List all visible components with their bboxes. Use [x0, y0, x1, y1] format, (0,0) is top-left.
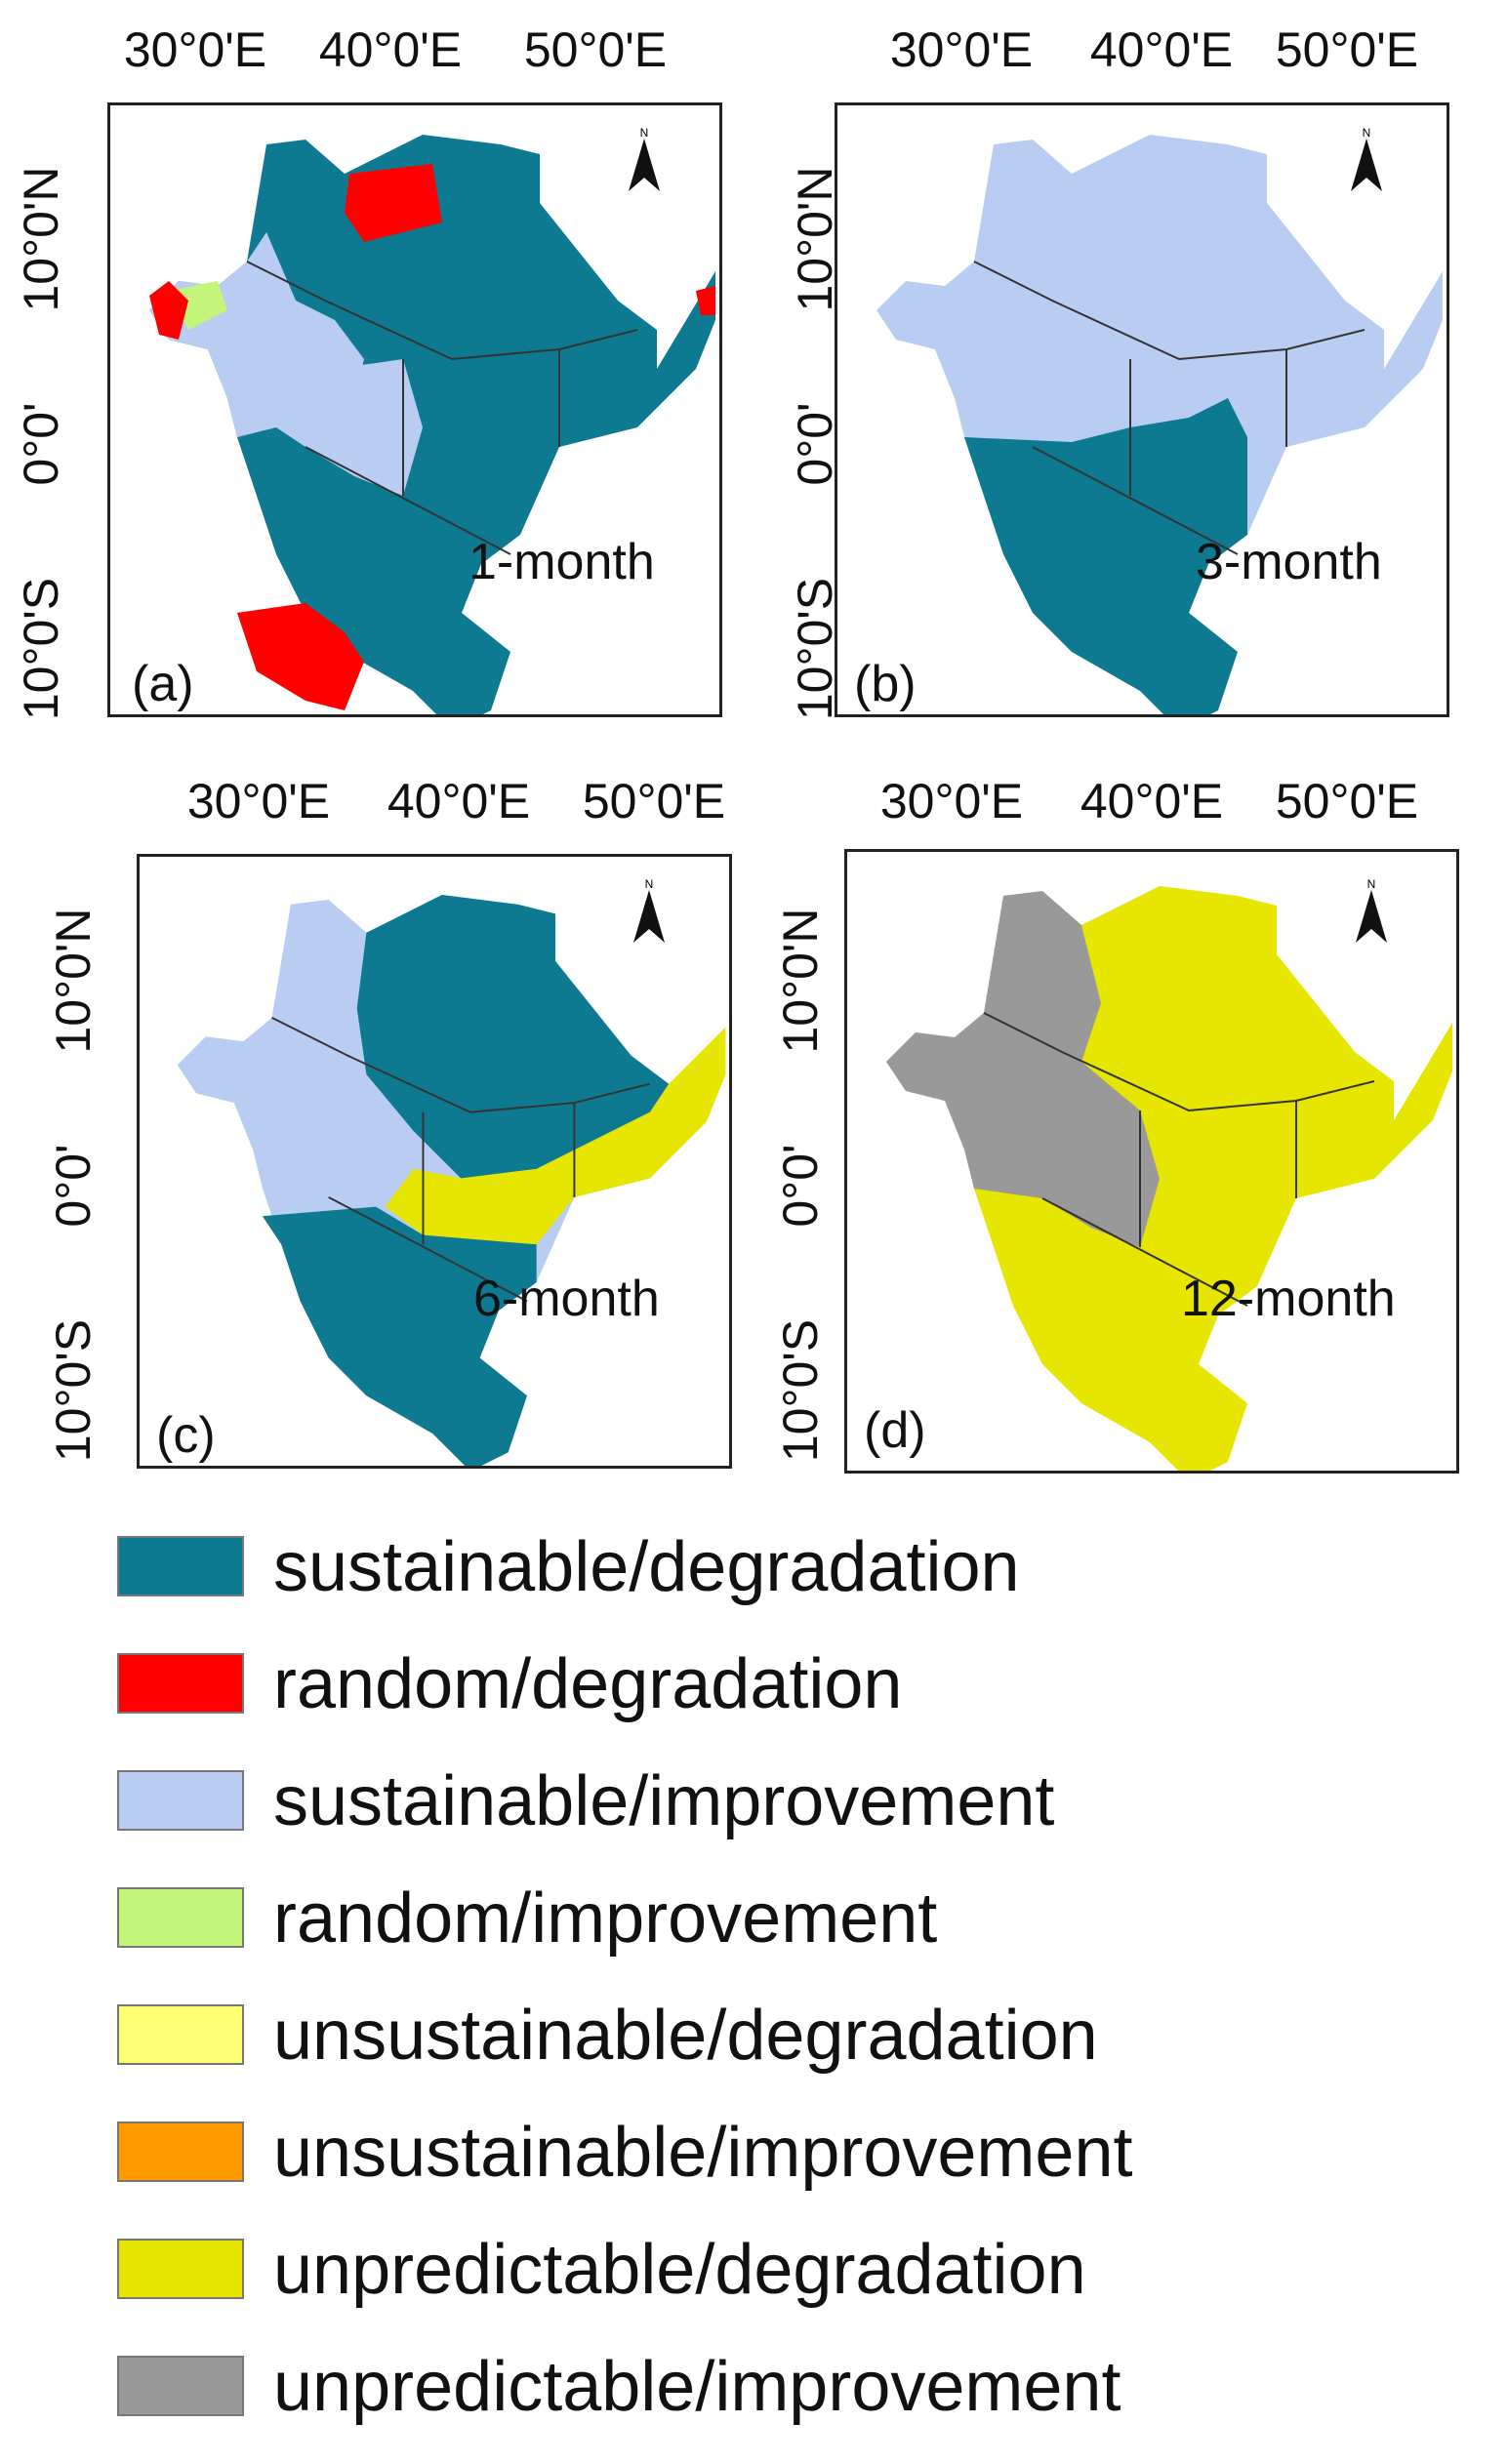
- north-arrow-icon: N: [629, 127, 660, 191]
- region-base: [886, 886, 1452, 1471]
- map-a-svg: [149, 135, 715, 714]
- region-degradation-south: [262, 1206, 537, 1466]
- timescale-label-a: 1-month: [469, 534, 655, 590]
- lon-tick-50: 50°0'E: [523, 22, 668, 77]
- north-label: N: [1363, 127, 1371, 140]
- lon-tick-40: 40°0'E: [1080, 774, 1224, 828]
- lon-tick-30: 30°0'E: [186, 774, 331, 828]
- lat-tick-10s: 10°0'S: [788, 577, 842, 721]
- country-borders: [983, 1012, 1375, 1307]
- map-panel-c: 30°0'E 40°0'E 50°0'E 10°0'N 0°0' 10°0'S …: [0, 751, 761, 1493]
- legend-swatch: [117, 2356, 244, 2416]
- north-label: N: [1367, 878, 1376, 891]
- region-random-deg-3: [696, 286, 715, 315]
- lon-tick-50: 50°0'E: [582, 774, 726, 828]
- map-b-svg: [876, 135, 1443, 714]
- lat-tick-0: 0°0': [773, 1144, 828, 1228]
- legend-swatch: [117, 2121, 244, 2182]
- lat-tick-0: 0°0': [14, 402, 68, 486]
- timescale-label-d: 12-month: [1181, 1271, 1396, 1327]
- panel-letter-c: (c): [156, 1407, 216, 1464]
- legend-label: unsustainable/improvement: [273, 2114, 1133, 2192]
- map-panel-d: 30°0'E 40°0'E 50°0'E 10°0'N 0°0' 10°0'S …: [761, 751, 1508, 1493]
- legend-swatch: [117, 1887, 244, 1948]
- lat-tick-10n: 10°0'N: [788, 166, 842, 312]
- legend-swatch: [117, 2239, 244, 2299]
- region-base: [149, 135, 715, 714]
- timescale-label-b: 3-month: [1196, 534, 1382, 590]
- lat-tick-10s: 10°0'S: [14, 577, 68, 721]
- map-panel-b: 30°0'E 40°0'E 50°0'E 10°0'N 0°0' 10°0'S …: [761, 0, 1508, 742]
- region-degradation-north: [356, 895, 670, 1179]
- legend-label: unsustainable/degradation: [273, 1997, 1098, 2075]
- legend-label: random/improvement: [273, 1879, 938, 1958]
- lon-tick-40: 40°0'E: [1089, 22, 1234, 77]
- map-panel-a: 30°0'E 40°0'E 50°0'E 10°0'N 0°0' 10°0'S …: [0, 0, 761, 742]
- lon-tick-50: 50°0'E: [1275, 22, 1419, 77]
- north-arrow-icon: N: [1356, 878, 1387, 943]
- country-borders: [973, 261, 1365, 555]
- panel-letter-b: (b): [854, 656, 917, 712]
- region-random-deg-4: [237, 603, 364, 710]
- lon-tick-40: 40°0'E: [387, 774, 531, 828]
- country-borders: [271, 1017, 651, 1303]
- legend-swatch: [117, 2004, 244, 2065]
- map-frame-c: [137, 854, 732, 1469]
- lat-tick-10s: 10°0'S: [46, 1318, 101, 1463]
- lat-tick-10s: 10°0'S: [773, 1318, 828, 1463]
- region-unpredictable-deg: [385, 1027, 726, 1245]
- lat-tick-10n: 10°0'N: [14, 166, 68, 312]
- lon-tick-40: 40°0'E: [318, 22, 463, 77]
- lon-tick-50: 50°0'E: [1275, 774, 1419, 828]
- lat-tick-10n: 10°0'N: [46, 908, 101, 1054]
- north-label: N: [640, 127, 649, 140]
- timescale-label-c: 6-month: [473, 1271, 660, 1327]
- panel-letter-d: (d): [864, 1402, 926, 1459]
- region-degradation: [964, 398, 1247, 714]
- legend-swatch: [117, 1770, 244, 1831]
- lon-tick-30: 30°0'E: [123, 22, 267, 77]
- map-frame-d: [844, 849, 1459, 1474]
- north-arrow-icon: N: [633, 878, 665, 943]
- lon-tick-30: 30°0'E: [889, 22, 1034, 77]
- legend-label: sustainable/improvement: [273, 1762, 1055, 1840]
- map-c-svg: [177, 895, 726, 1466]
- region-improvement-2: [266, 359, 423, 496]
- map-frame-b: [835, 102, 1449, 717]
- legend-label: unpredictable/degradation: [273, 2231, 1086, 2309]
- legend-swatch: [117, 1653, 244, 1714]
- lon-tick-30: 30°0'E: [879, 774, 1024, 828]
- country-borders: [246, 261, 638, 555]
- legend-label: random/degradation: [273, 1645, 903, 1723]
- north-arrow-icon: N: [1351, 127, 1382, 191]
- lat-tick-0: 0°0': [46, 1144, 101, 1228]
- legend-swatch: [117, 1536, 244, 1596]
- region-random-deg-1: [149, 281, 188, 340]
- legend-label: sustainable/degradation: [273, 1528, 1020, 1606]
- lat-tick-0: 0°0': [788, 402, 842, 486]
- region-unpredictable-improvement: [886, 891, 1160, 1247]
- map-d-svg: [886, 886, 1452, 1471]
- legend-label: unpredictable/improvement: [273, 2348, 1121, 2426]
- map-frame-a: [107, 102, 722, 717]
- region-random-deg-2: [345, 164, 442, 242]
- north-label: N: [645, 878, 654, 891]
- panel-letter-a: (a): [132, 656, 194, 712]
- lat-tick-10n: 10°0'N: [773, 908, 828, 1054]
